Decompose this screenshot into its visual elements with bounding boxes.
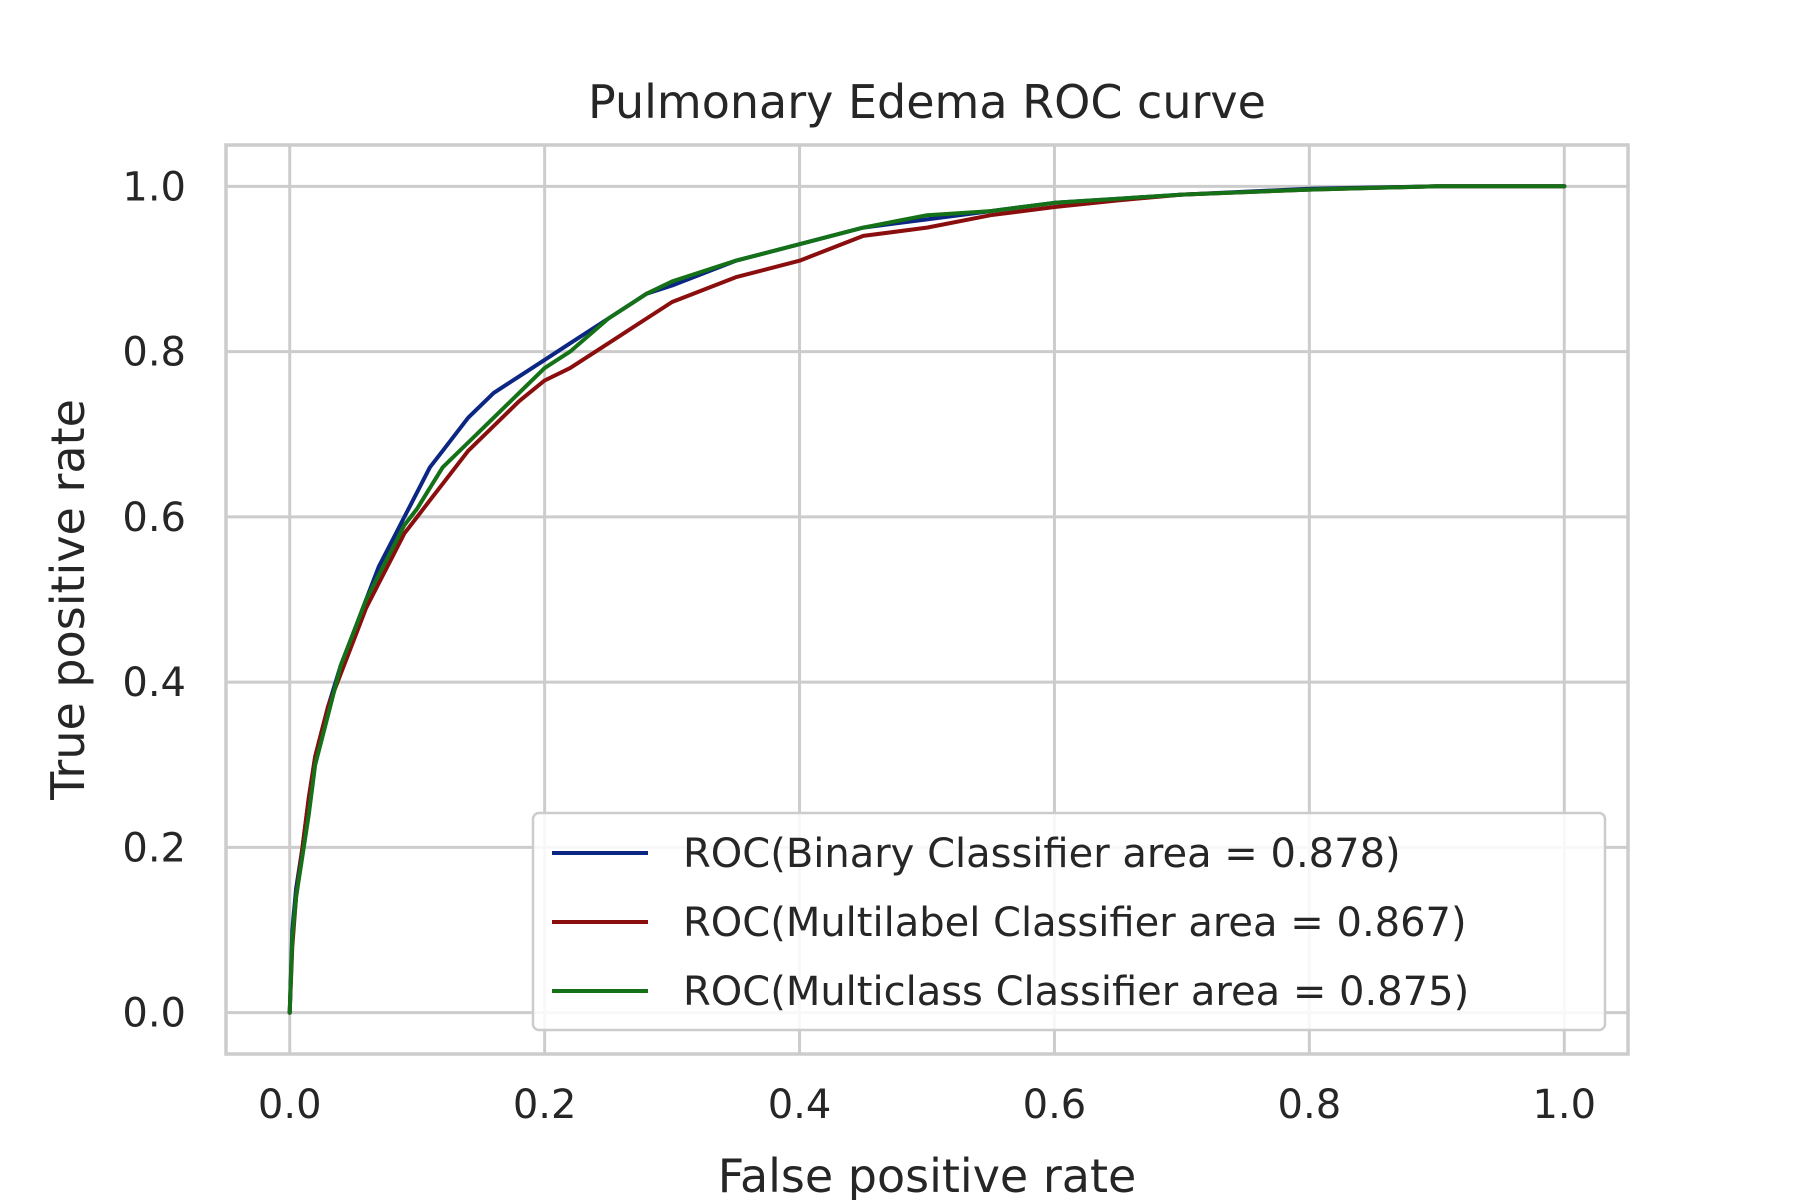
legend-label-binary: ROC(Binary Classifier area = 0.878) xyxy=(683,831,1401,877)
plot-frame xyxy=(224,143,1630,1056)
y-tick-label: 0.0 xyxy=(122,991,186,1037)
y-tick-label: 0.4 xyxy=(122,660,186,706)
y-tick-label: 1.0 xyxy=(122,164,186,210)
tick-labels: 0.0 0.2 0.4 0.6 0.8 1.0 0.0 0.2 0.4 0.6 0.8 1.0 xyxy=(122,164,1596,1128)
x-tick-label: 0.6 xyxy=(1023,1082,1087,1128)
chart-title: Pulmonary Edema ROC curve xyxy=(588,75,1266,129)
series-line-multiclass xyxy=(287,184,1567,1015)
legend-label-multiclass: ROC(Multiclass Classifier area = 0.875) xyxy=(683,969,1469,1015)
x-tick-label: 0.0 xyxy=(258,1082,322,1128)
x-tick-label: 0.4 xyxy=(768,1082,832,1128)
x-axis-label: False positive rate xyxy=(718,1149,1137,1200)
grid xyxy=(226,145,1628,1054)
series-layer xyxy=(287,184,1567,1015)
legend-box xyxy=(531,811,1607,1032)
legend-label-multilabel: ROC(Multilabel Classifier area = 0.867) xyxy=(683,900,1467,946)
y-axis-label: True positive rate xyxy=(41,399,95,801)
y-tick-label: 0.8 xyxy=(122,330,186,376)
x-tick-label: 0.2 xyxy=(513,1082,577,1128)
y-tick-label: 0.6 xyxy=(122,495,186,541)
x-tick-label: 0.8 xyxy=(1278,1082,1342,1128)
y-tick-label: 0.2 xyxy=(122,825,186,871)
series-line-multilabel xyxy=(287,184,1567,1015)
x-tick-label: 1.0 xyxy=(1532,1082,1596,1128)
legend: ROC(Binary Classifier area = 0.878) ROC(… xyxy=(531,811,1607,1032)
